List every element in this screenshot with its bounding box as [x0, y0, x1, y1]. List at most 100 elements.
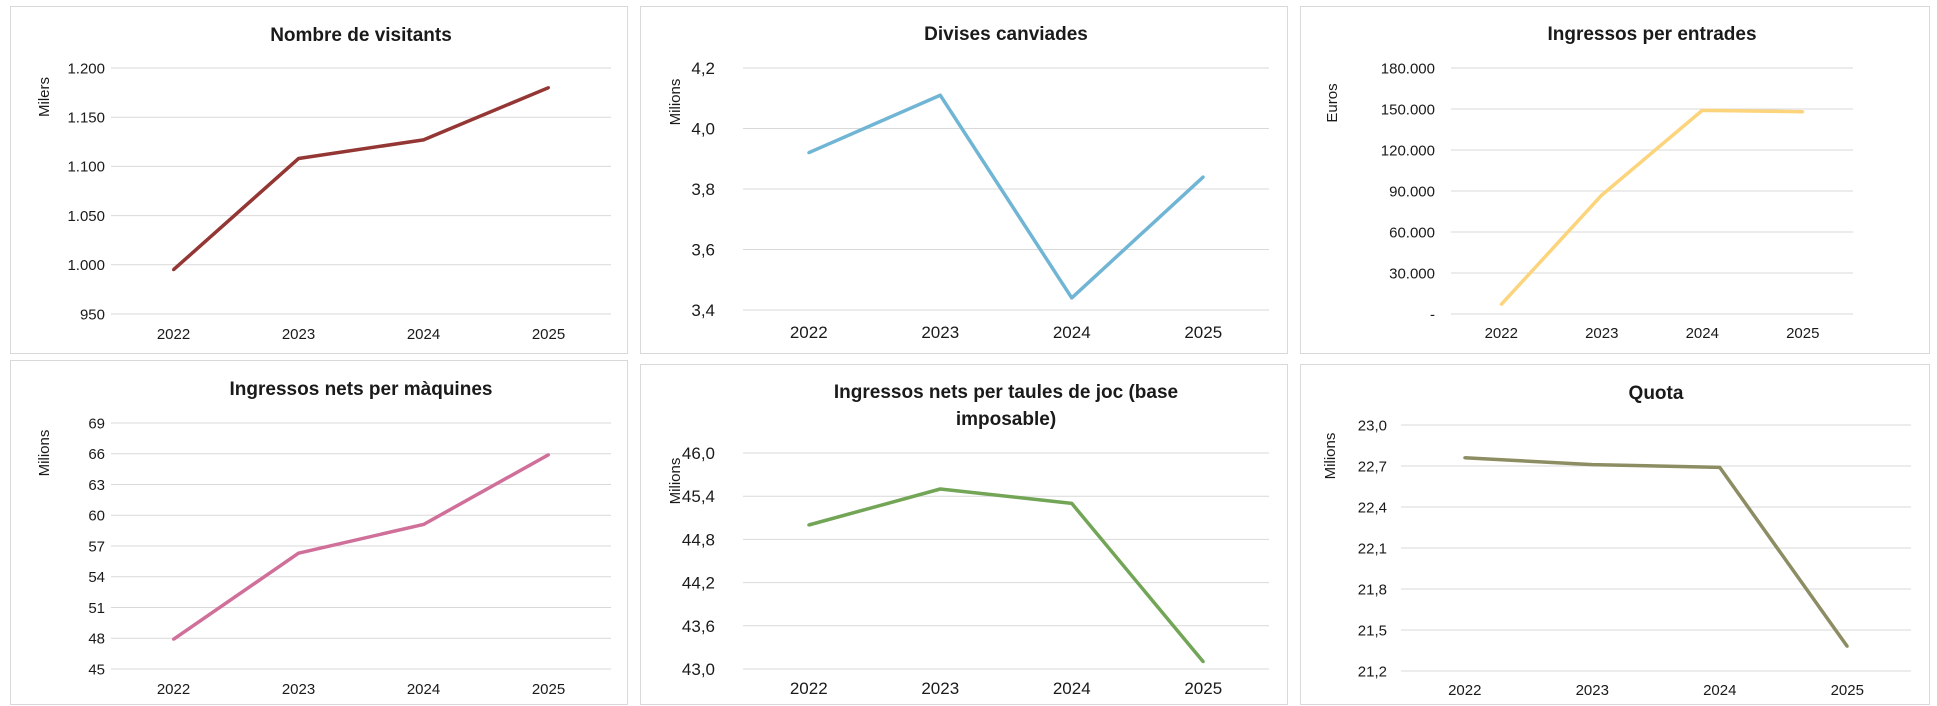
y-tick-label: 45,4 — [682, 487, 715, 506]
x-tick-label: 2022 — [1448, 682, 1481, 699]
x-tick-label: 2022 — [790, 679, 828, 698]
chart-ingressos-nets-per-taules-de-joc-base-imposable: Ingressos nets per taules de joc (base im… — [667, 382, 1269, 698]
data-point — [1201, 175, 1205, 179]
chart-panel-ingressos-nets-per-taules-de-joc-base-imposable: Ingressos nets per taules de joc (base im… — [640, 364, 1288, 705]
y-tick-label: 66 — [88, 446, 105, 463]
chart-quota: Quota 21,2 21,5 21,8 22,1 22,4 22,7 23,0 2022 202… — [1322, 383, 1911, 699]
chart-title: Ingressos per entrades — [1547, 24, 1756, 45]
y-axis-label: Milers — [36, 77, 53, 117]
y-tick-label: 3,8 — [691, 180, 715, 199]
series-line — [1499, 108, 1803, 306]
data-point — [547, 453, 550, 457]
data-point — [422, 522, 425, 526]
chart-ingressos-per-entrades: Ingressos per entrades - 30.000 60.000 90.00… — [1324, 24, 1853, 342]
chart-panel-ingressos-per-entrades: Ingressos per entrades - 30.000 60.000 90.00… — [1300, 6, 1930, 354]
data-point — [938, 93, 942, 97]
y-tick-label: 150.000 — [1381, 101, 1435, 118]
x-tick-label: 2024 — [407, 681, 440, 698]
y-tick-label: 21,8 — [1358, 581, 1387, 598]
data-point — [1070, 296, 1074, 300]
y-axis-label: Milions — [1322, 433, 1339, 480]
y-tick-label: 21,5 — [1358, 622, 1387, 639]
x-tick-label: 2023 — [921, 323, 959, 342]
x-tick-label: 2023 — [282, 681, 315, 698]
data-point — [297, 157, 300, 161]
data-point — [1590, 463, 1594, 467]
y-tick-label: 22,7 — [1358, 458, 1387, 475]
y-tick-label: 3,6 — [691, 240, 715, 259]
x-tick-label: 2023 — [1585, 325, 1618, 342]
y-tick-label: 43,6 — [682, 617, 715, 636]
y-tick-label: 120.000 — [1381, 142, 1435, 159]
x-tick-label: 2025 — [1184, 679, 1222, 698]
y-tick-label: 950 — [80, 306, 105, 323]
chart-nombre-de-visitants: Nombre de visitants 950 1.000 1.050 1.100 1.1… — [36, 25, 611, 343]
data-point — [422, 138, 425, 142]
y-tick-label: 44,2 — [682, 574, 715, 593]
data-point — [172, 637, 175, 641]
data-point — [938, 487, 942, 491]
y-tick-label: 3,4 — [691, 301, 715, 320]
y-tick-label: 90.000 — [1389, 183, 1435, 200]
y-tick-label: 57 — [88, 538, 105, 555]
data-point — [1201, 660, 1205, 664]
y-axis-label: Milions — [36, 430, 53, 477]
y-tick-label: 21,2 — [1358, 663, 1387, 680]
y-tick-label: - — [1430, 306, 1435, 323]
data-point — [1600, 193, 1604, 197]
y-tick-label: 22,4 — [1358, 499, 1387, 516]
x-tick-label: 2022 — [157, 681, 190, 698]
chart-title: Ingressos nets per màquines — [230, 379, 493, 400]
series-line — [172, 86, 550, 272]
y-tick-label: 54 — [88, 569, 105, 586]
data-point — [807, 151, 811, 155]
y-tick-label: 1.050 — [67, 208, 105, 225]
y-tick-label: 43,0 — [682, 660, 715, 679]
data-point — [297, 551, 300, 555]
series-line — [172, 453, 550, 641]
x-tick-label: 2022 — [790, 323, 828, 342]
chart-title: Quota — [1629, 383, 1684, 404]
y-axis-label: Milions — [667, 458, 684, 505]
y-axis-label: Euros — [1324, 83, 1341, 122]
series-line — [808, 487, 1205, 663]
x-tick-label: 2025 — [532, 681, 565, 698]
y-tick-label: 46,0 — [682, 444, 715, 463]
x-tick-label: 2023 — [282, 326, 315, 343]
x-tick-label: 2024 — [1703, 682, 1736, 699]
y-tick-label: 60.000 — [1389, 224, 1435, 241]
chart-panel-nombre-de-visitants: Nombre de visitants 950 1.000 1.050 1.100 1.1… — [10, 6, 628, 354]
x-tick-label: 2025 — [1184, 323, 1222, 342]
y-tick-label: 1.000 — [67, 257, 105, 274]
chart-title: Divises canviades — [924, 24, 1088, 45]
data-point — [1801, 110, 1805, 114]
y-tick-label: 63 — [88, 477, 105, 494]
chart-title: Nombre de visitants — [270, 25, 452, 46]
series-line — [808, 93, 1205, 300]
y-tick-label: 48 — [88, 631, 105, 648]
y-tick-label: 69 — [88, 415, 105, 432]
data-point — [1070, 501, 1074, 505]
chart-panel-quota: Quota 21,2 21,5 21,8 22,1 22,4 22,7 23,0 2022 202… — [1300, 364, 1930, 705]
y-tick-label: 60 — [88, 508, 105, 525]
y-tick-label: 4,2 — [691, 59, 715, 78]
x-tick-label: 2024 — [407, 326, 440, 343]
y-axis-label: Milions — [667, 79, 684, 126]
y-tick-label: 180.000 — [1381, 60, 1435, 77]
x-tick-label: 2022 — [1485, 325, 1518, 342]
x-tick-label: 2024 — [1686, 325, 1719, 342]
x-tick-label: 2025 — [1786, 325, 1819, 342]
y-tick-label: 22,1 — [1358, 540, 1387, 557]
data-point — [172, 268, 175, 272]
chart-panel-ingressos-nets-per-maquines: Ingressos nets per màquines 45 48 51 54 57 60 6… — [10, 360, 628, 705]
chart-title: imposable) — [956, 409, 1056, 430]
x-tick-label: 2023 — [1576, 682, 1609, 699]
y-tick-label: 1.150 — [67, 109, 105, 126]
x-tick-label: 2023 — [921, 679, 959, 698]
y-tick-label: 30.000 — [1389, 265, 1435, 282]
x-tick-label: 2024 — [1053, 679, 1091, 698]
y-tick-label: 4,0 — [691, 119, 715, 138]
y-tick-label: 45 — [88, 661, 105, 678]
chart-divises-canviades: Divises canviades 3,4 3,6 3,8 4,0 4,2 2022 2023… — [667, 24, 1269, 342]
